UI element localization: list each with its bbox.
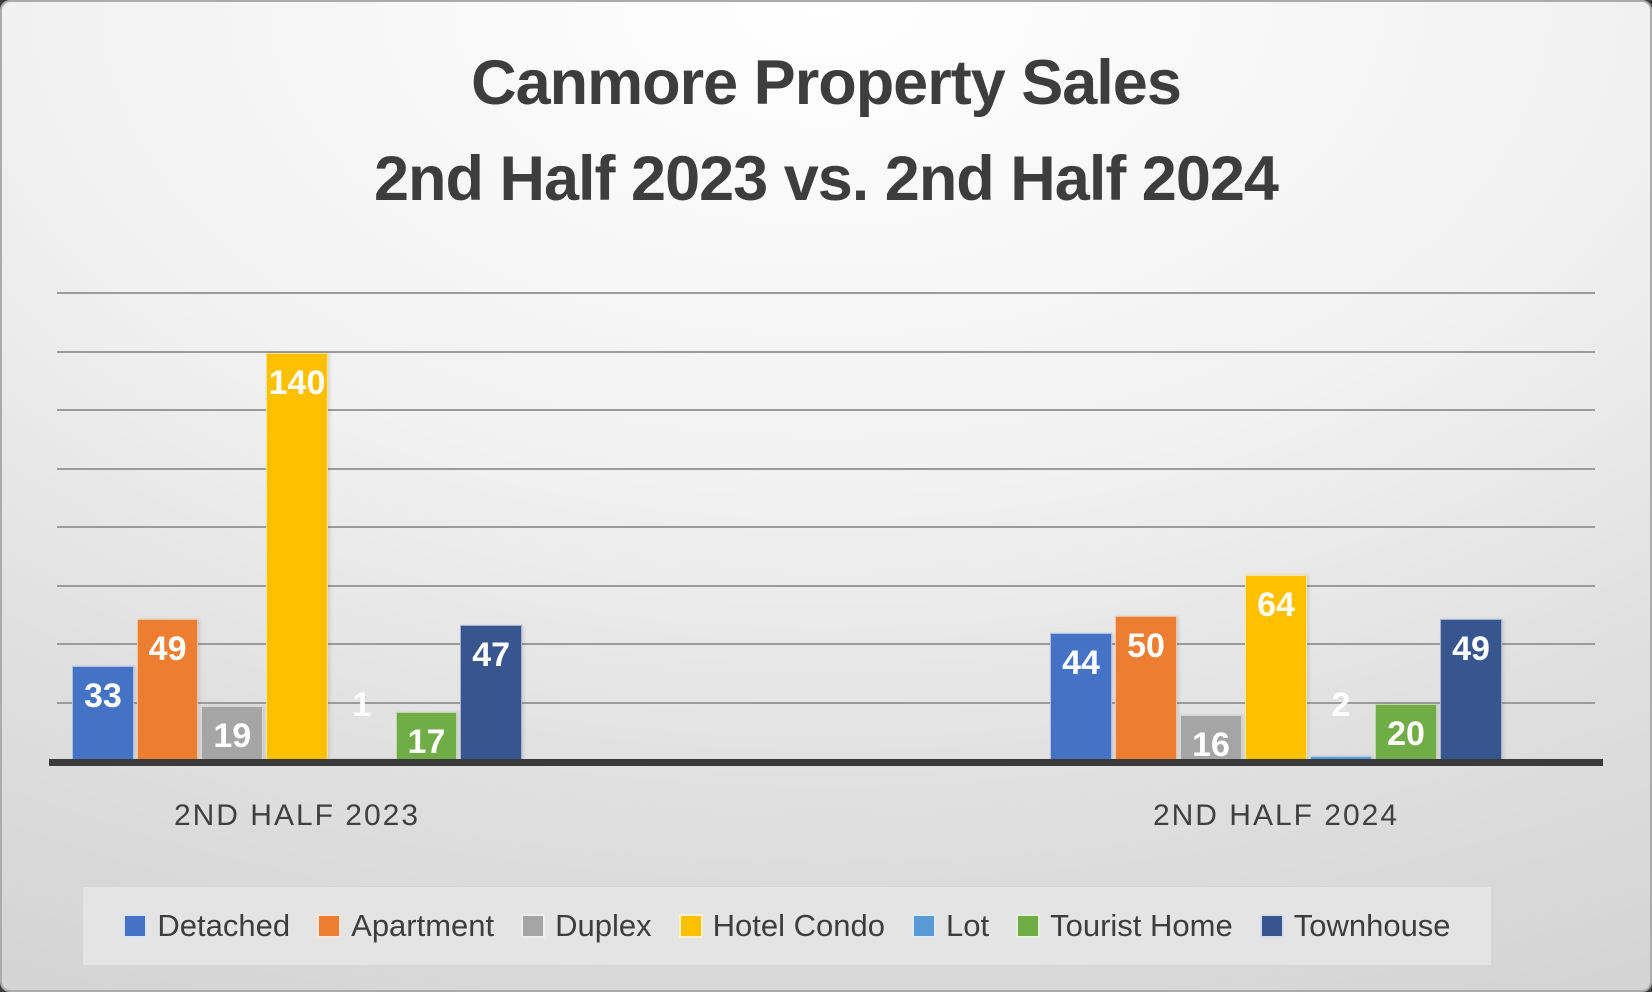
legend-swatch-icon xyxy=(317,914,342,938)
data-label-lot-2: 2 xyxy=(1331,686,1351,724)
gridline-140 xyxy=(57,350,1595,353)
chart-legend: Detached Apartment Duplex Hotel Condo Lot Tou… xyxy=(82,886,1492,966)
data-label-duplex-1: 19 xyxy=(213,717,252,756)
data-label-lot-1: 1 xyxy=(352,686,372,724)
gridline-20 xyxy=(57,701,1595,704)
legend-label: Duplex xyxy=(555,908,652,943)
data-label-townhouse-2: 49 xyxy=(1452,629,1490,668)
legend-item-apartment: Apartment xyxy=(317,908,494,944)
legend-item-detached: Detached xyxy=(123,908,290,944)
gridline-60 xyxy=(57,584,1595,587)
data-label-townhouse-1: 47 xyxy=(472,635,511,674)
legend-swatch-icon xyxy=(912,914,936,938)
legend-label: Apartment xyxy=(351,908,495,943)
legend-label: Townhouse xyxy=(1293,908,1451,943)
legend-swatch-icon xyxy=(123,914,148,938)
data-label-apartment-2: 50 xyxy=(1127,626,1165,665)
legend-item-tourist-home: Tourist Home xyxy=(1016,908,1233,944)
legend-item-townhouse: Townhouse xyxy=(1259,908,1451,944)
bar-duplex-1: 19 xyxy=(201,706,264,762)
gridline-40 xyxy=(57,643,1595,646)
gridline-120 xyxy=(57,409,1595,412)
plot-area: 33 49 19 140 1 17 47 44 50 16 64 2 20 49 xyxy=(49,287,1603,766)
legend-label: Tourist Home xyxy=(1050,908,1233,943)
data-label-apartment-1: 49 xyxy=(148,629,187,668)
legend-swatch-icon xyxy=(678,914,703,938)
bar-townhouse-2: 49 xyxy=(1440,618,1502,762)
bar-detached-1: 33 xyxy=(72,665,134,762)
data-label-hotel-condo-2: 64 xyxy=(1257,585,1295,624)
gridline-80 xyxy=(57,526,1595,529)
bar-apartment-2: 50 xyxy=(1115,615,1177,762)
bar-group-2nd-half-2024: 44 50 16 64 2 20 49 xyxy=(1050,287,1502,762)
legend-swatch-icon xyxy=(1259,914,1284,938)
legend-label: Detached xyxy=(157,908,291,943)
bar-duplex-2: 16 xyxy=(1180,715,1242,762)
legend-label: Lot xyxy=(946,908,990,943)
bar-townhouse-1: 47 xyxy=(460,624,523,762)
gridline-160 xyxy=(57,292,1595,295)
legend-item-duplex: Duplex xyxy=(521,908,652,944)
data-label-tourist-home-1: 17 xyxy=(407,723,446,762)
category-label-2023: 2ND HALF 2023 xyxy=(173,799,421,832)
chart-title-line1: Canmore Property Sales xyxy=(471,48,1182,118)
legend-swatch-icon xyxy=(521,914,546,938)
bar-hotel-condo-1: 140 xyxy=(266,352,328,762)
legend-item-lot: Lot xyxy=(912,908,989,944)
category-label-2024: 2ND HALF 2024 xyxy=(1152,799,1400,832)
chart-title-line2: 2nd Half 2023 vs. 2nd Half 2024 xyxy=(374,143,1279,214)
bar-hotel-condo-2: 64 xyxy=(1245,574,1307,762)
gridline-100 xyxy=(57,467,1595,470)
bar-group-2nd-half-2023: 33 49 19 140 1 17 47 xyxy=(72,287,523,762)
bar-tourist-home-2: 20 xyxy=(1375,703,1437,762)
data-label-detached-1: 33 xyxy=(83,676,122,715)
data-label-duplex-2: 16 xyxy=(1192,726,1230,765)
legend-label: Hotel Condo xyxy=(712,908,885,943)
legend-item-hotel-condo: Hotel Condo xyxy=(678,908,885,944)
bar-detached-2: 44 xyxy=(1050,633,1112,762)
bar-tourist-home-1: 17 xyxy=(395,712,458,762)
legend-swatch-icon xyxy=(1016,914,1041,938)
chart-title: Canmore Property Sales 2nd Half 2023 vs.… xyxy=(2,36,1650,228)
bar-apartment-1: 49 xyxy=(136,618,199,762)
data-label-hotel-condo-1: 140 xyxy=(268,363,326,402)
data-label-detached-2: 44 xyxy=(1062,644,1100,683)
data-label-tourist-home-2: 20 xyxy=(1387,714,1425,753)
x-axis-line xyxy=(49,759,1603,766)
